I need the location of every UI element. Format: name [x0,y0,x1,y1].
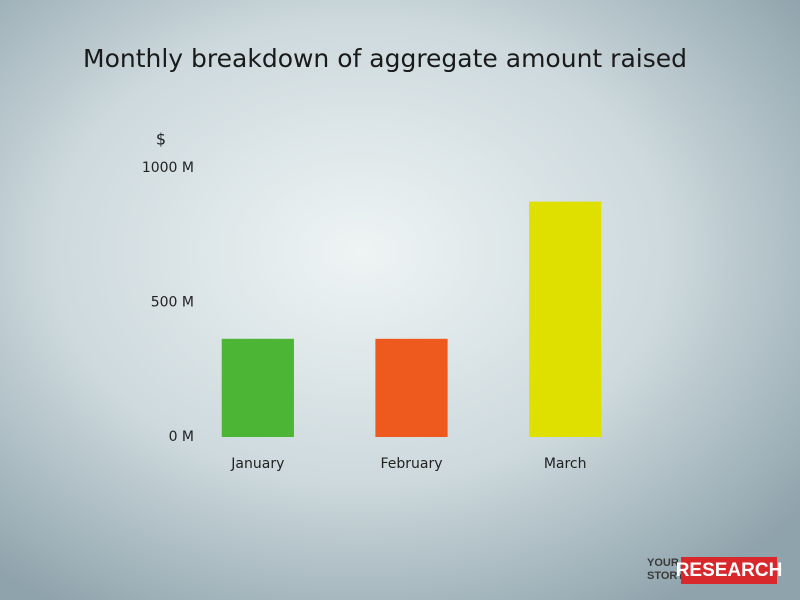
bar [221,338,294,437]
logo-line1: YOUR [647,557,679,569]
x-tick-label: February [380,456,442,472]
y-tick-label: 0 M [169,429,194,445]
chart-title: Monthly breakdown of aggregate amount ra… [83,44,687,73]
x-tick-label: March [544,456,587,472]
logo-badge: RESEARCH [676,560,783,581]
bar [375,338,448,437]
y-tick-label: 500 M [151,295,194,311]
y-axis-label: $ [156,130,166,149]
logo-badge-bg [681,557,777,584]
logo-line2: STORY [647,570,685,582]
bar [529,201,602,437]
logo: YOUR STORY RESEARCH [647,557,782,584]
x-tick-label: January [230,456,284,472]
y-tick-label: 1000 M [142,160,194,176]
